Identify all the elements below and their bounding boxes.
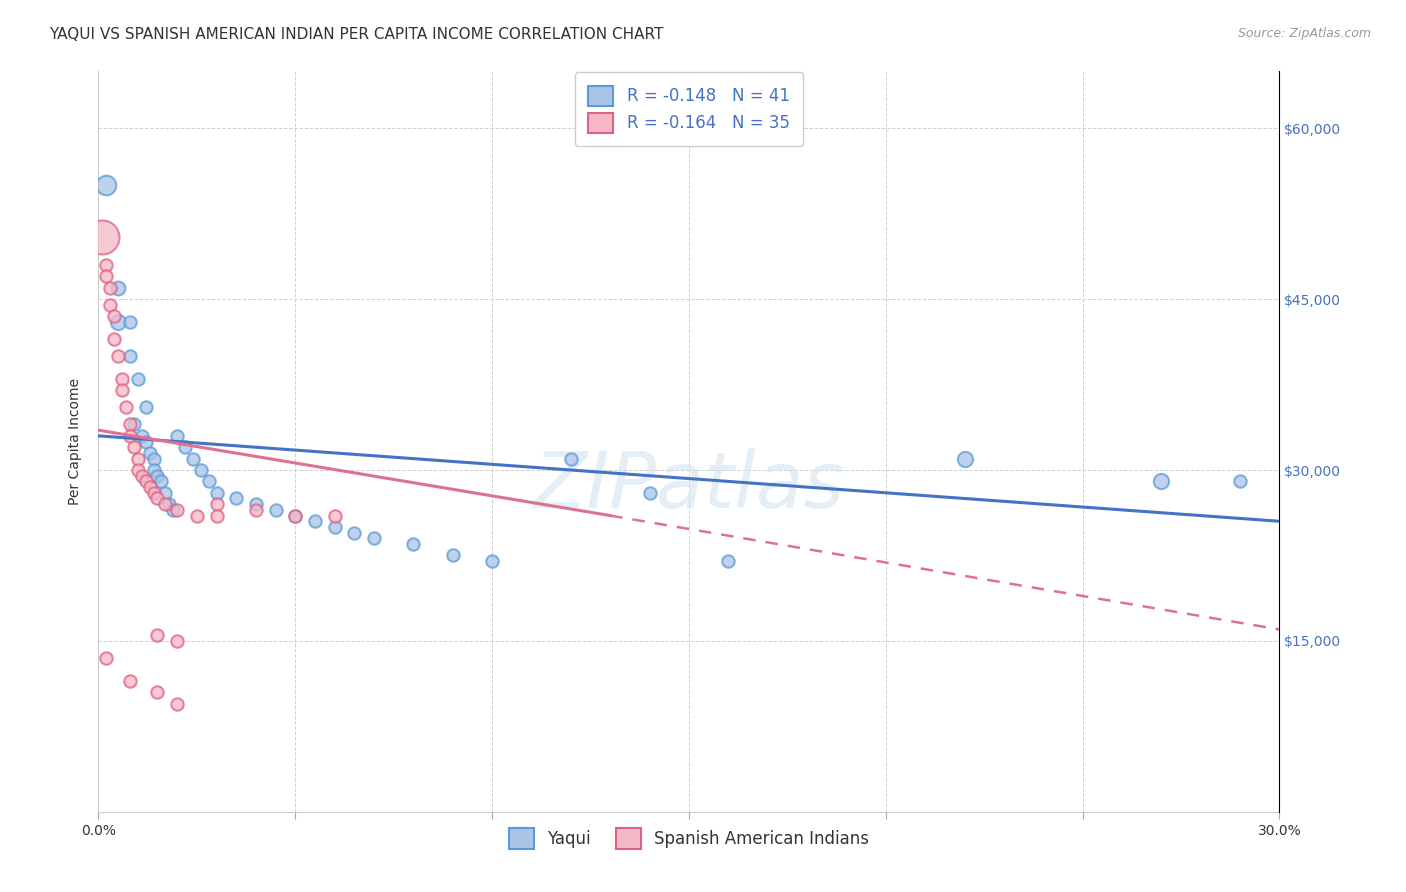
Point [96,651,118,665]
Point [205,485,228,500]
Point [135,475,157,489]
Point [96,258,118,272]
Point [111,372,134,386]
Point [118,417,141,432]
Point [127,372,149,386]
Point [150,475,173,489]
Point [157,497,180,511]
Point [162,503,184,517]
Point [142,451,165,466]
Point [225,491,247,506]
Point [323,520,346,534]
Point [122,440,145,454]
Point [98,281,121,295]
Point [131,468,153,483]
Point [118,349,141,363]
Point [146,685,169,699]
Point [146,628,169,642]
Point [166,697,188,711]
Point [91,229,114,244]
Point [138,446,160,460]
Point [441,549,464,563]
Point [284,508,307,523]
Text: ZIPatlas: ZIPatlas [533,448,845,524]
Point [107,281,129,295]
Point [127,463,149,477]
Point [197,475,219,489]
Point [245,503,267,517]
Point [717,554,740,568]
Point [96,269,118,284]
Point [181,451,204,466]
Point [953,451,976,466]
Point [284,508,307,523]
Point [245,497,267,511]
Point [107,315,129,329]
Point [118,315,141,329]
Point [155,497,177,511]
Point [190,463,212,477]
Point [118,673,141,688]
Point [560,451,582,466]
Point [142,463,165,477]
Point [131,429,153,443]
Point [402,537,425,551]
Y-axis label: Per Capita Income: Per Capita Income [69,378,83,505]
Point [98,298,121,312]
Point [118,429,141,443]
Point [304,514,326,528]
Point [135,401,157,415]
Point [135,434,157,449]
Point [481,554,503,568]
Point [186,508,208,523]
Text: Source: ZipAtlas.com: Source: ZipAtlas.com [1237,27,1371,40]
Point [363,532,385,546]
Point [111,384,134,398]
Point [146,468,169,483]
Point [174,440,197,454]
Point [323,508,346,523]
Point [115,401,138,415]
Point [638,485,661,500]
Point [166,503,188,517]
Legend: Yaqui, Spanish American Indians: Yaqui, Spanish American Indians [502,822,876,855]
Point [103,332,125,346]
Point [155,485,177,500]
Point [127,451,149,466]
Point [142,485,165,500]
Point [205,497,228,511]
Point [1150,475,1173,489]
Point [343,525,366,540]
Point [264,503,287,517]
Text: YAQUI VS SPANISH AMERICAN INDIAN PER CAPITA INCOME CORRELATION CHART: YAQUI VS SPANISH AMERICAN INDIAN PER CAP… [49,27,664,42]
Point [107,349,129,363]
Point [96,178,118,193]
Point [166,633,188,648]
Point [122,417,145,432]
Point [166,429,188,443]
Point [138,480,160,494]
Point [205,508,228,523]
Point [1229,475,1251,489]
Point [103,310,125,324]
Point [146,491,169,506]
